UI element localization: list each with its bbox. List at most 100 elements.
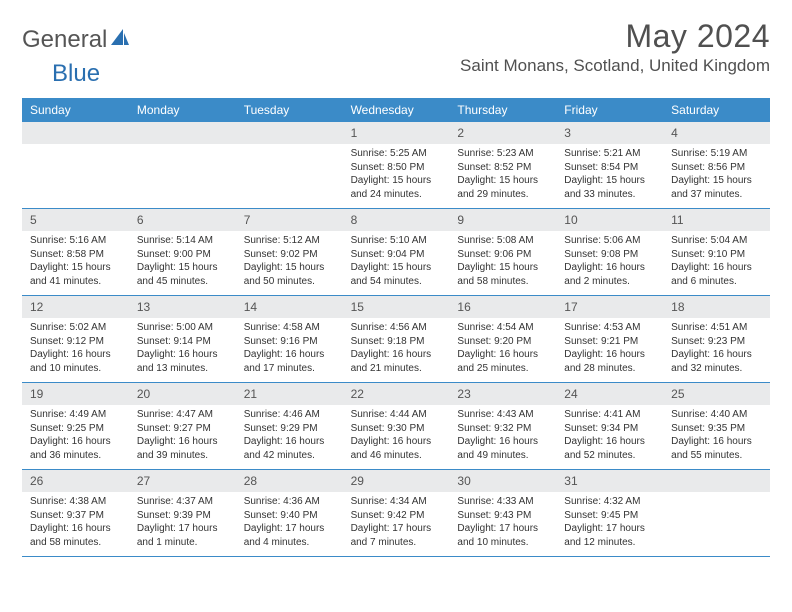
- cell-body: Sunrise: 4:46 AMSunset: 9:29 PMDaylight:…: [236, 405, 343, 466]
- day-number-bar: 28: [236, 470, 343, 492]
- calendar-cell: 10Sunrise: 5:06 AMSunset: 9:08 PMDayligh…: [556, 209, 663, 295]
- day-number: 17: [564, 300, 577, 314]
- calendar-cell: 15Sunrise: 4:56 AMSunset: 9:18 PMDayligh…: [343, 296, 450, 382]
- day-number: 12: [30, 300, 43, 314]
- daylight-line: Daylight: 15 hours and 24 minutes.: [351, 174, 442, 201]
- sunset-line: Sunset: 9:35 PM: [671, 422, 762, 436]
- day-number-bar: 19: [22, 383, 129, 405]
- day-number-bar: 17: [556, 296, 663, 318]
- daylight-line: Daylight: 16 hours and 2 minutes.: [564, 261, 655, 288]
- day-number-bar: 16: [449, 296, 556, 318]
- weekday-header: Monday: [129, 98, 236, 122]
- brand-logo: General: [22, 18, 133, 54]
- sunset-line: Sunset: 9:25 PM: [30, 422, 121, 436]
- calendar-cell: 8Sunrise: 5:10 AMSunset: 9:04 PMDaylight…: [343, 209, 450, 295]
- day-number-bar: 8: [343, 209, 450, 231]
- daylight-line: Daylight: 17 hours and 12 minutes.: [564, 522, 655, 549]
- day-number-bar: 6: [129, 209, 236, 231]
- calendar-page: General May 2024 Saint Monans, Scotland,…: [0, 0, 792, 567]
- sunset-line: Sunset: 9:10 PM: [671, 248, 762, 262]
- day-number-bar: 23: [449, 383, 556, 405]
- sunrise-line: Sunrise: 4:38 AM: [30, 495, 121, 509]
- daylight-line: Daylight: 15 hours and 33 minutes.: [564, 174, 655, 201]
- calendar-cell: 27Sunrise: 4:37 AMSunset: 9:39 PMDayligh…: [129, 470, 236, 556]
- day-number: 13: [137, 300, 150, 314]
- cell-body: Sunrise: 4:37 AMSunset: 9:39 PMDaylight:…: [129, 492, 236, 553]
- sunrise-line: Sunrise: 5:19 AM: [671, 147, 762, 161]
- cell-body: Sunrise: 5:21 AMSunset: 8:54 PMDaylight:…: [556, 144, 663, 205]
- calendar-cell: 18Sunrise: 4:51 AMSunset: 9:23 PMDayligh…: [663, 296, 770, 382]
- daylight-line: Daylight: 15 hours and 41 minutes.: [30, 261, 121, 288]
- sunset-line: Sunset: 9:23 PM: [671, 335, 762, 349]
- cell-body: Sunrise: 5:14 AMSunset: 9:00 PMDaylight:…: [129, 231, 236, 292]
- day-number-bar: 27: [129, 470, 236, 492]
- sunrise-line: Sunrise: 5:16 AM: [30, 234, 121, 248]
- sunrise-line: Sunrise: 5:23 AM: [457, 147, 548, 161]
- daylight-line: Daylight: 16 hours and 52 minutes.: [564, 435, 655, 462]
- sunrise-line: Sunrise: 4:53 AM: [564, 321, 655, 335]
- sunset-line: Sunset: 9:37 PM: [30, 509, 121, 523]
- daylight-line: Daylight: 16 hours and 46 minutes.: [351, 435, 442, 462]
- calendar-cell: 14Sunrise: 4:58 AMSunset: 9:16 PMDayligh…: [236, 296, 343, 382]
- daylight-line: Daylight: 16 hours and 42 minutes.: [244, 435, 335, 462]
- location-subtitle: Saint Monans, Scotland, United Kingdom: [460, 56, 770, 76]
- cell-body: [129, 144, 236, 165]
- sunrise-line: Sunrise: 5:00 AM: [137, 321, 228, 335]
- day-number: 29: [351, 474, 364, 488]
- cell-body: Sunrise: 4:34 AMSunset: 9:42 PMDaylight:…: [343, 492, 450, 553]
- day-number: 3: [564, 126, 571, 140]
- cell-body: Sunrise: 4:44 AMSunset: 9:30 PMDaylight:…: [343, 405, 450, 466]
- calendar-cell: 7Sunrise: 5:12 AMSunset: 9:02 PMDaylight…: [236, 209, 343, 295]
- sunset-line: Sunset: 8:56 PM: [671, 161, 762, 175]
- day-number-bar: 4: [663, 122, 770, 144]
- sunset-line: Sunset: 9:32 PM: [457, 422, 548, 436]
- day-number: [137, 126, 140, 140]
- day-number-bar: 9: [449, 209, 556, 231]
- daylight-line: Daylight: 16 hours and 21 minutes.: [351, 348, 442, 375]
- cell-body: Sunrise: 4:53 AMSunset: 9:21 PMDaylight:…: [556, 318, 663, 379]
- day-number: 22: [351, 387, 364, 401]
- sunrise-line: Sunrise: 4:34 AM: [351, 495, 442, 509]
- day-number-bar: [129, 122, 236, 144]
- weekday-header: Saturday: [663, 98, 770, 122]
- day-number-bar: 12: [22, 296, 129, 318]
- sunrise-line: Sunrise: 4:32 AM: [564, 495, 655, 509]
- weekday-header-row: SundayMondayTuesdayWednesdayThursdayFrid…: [22, 98, 770, 122]
- cell-body: Sunrise: 5:02 AMSunset: 9:12 PMDaylight:…: [22, 318, 129, 379]
- day-number: 30: [457, 474, 470, 488]
- sunrise-line: Sunrise: 5:12 AM: [244, 234, 335, 248]
- cell-body: Sunrise: 4:49 AMSunset: 9:25 PMDaylight:…: [22, 405, 129, 466]
- sunrise-line: Sunrise: 4:49 AM: [30, 408, 121, 422]
- sunset-line: Sunset: 9:34 PM: [564, 422, 655, 436]
- sunrise-line: Sunrise: 4:36 AM: [244, 495, 335, 509]
- sunrise-line: Sunrise: 4:51 AM: [671, 321, 762, 335]
- cell-body: [22, 144, 129, 165]
- day-number-bar: 25: [663, 383, 770, 405]
- cell-body: Sunrise: 4:54 AMSunset: 9:20 PMDaylight:…: [449, 318, 556, 379]
- weekday-header: Friday: [556, 98, 663, 122]
- day-number-bar: [236, 122, 343, 144]
- daylight-line: Daylight: 17 hours and 7 minutes.: [351, 522, 442, 549]
- day-number: 21: [244, 387, 257, 401]
- cell-body: Sunrise: 5:06 AMSunset: 9:08 PMDaylight:…: [556, 231, 663, 292]
- sunrise-line: Sunrise: 5:04 AM: [671, 234, 762, 248]
- brand-part1: General: [22, 26, 107, 54]
- sunset-line: Sunset: 9:45 PM: [564, 509, 655, 523]
- cell-body: Sunrise: 4:58 AMSunset: 9:16 PMDaylight:…: [236, 318, 343, 379]
- daylight-line: Daylight: 16 hours and 32 minutes.: [671, 348, 762, 375]
- day-number: 20: [137, 387, 150, 401]
- day-number: 31: [564, 474, 577, 488]
- daylight-line: Daylight: 16 hours and 36 minutes.: [30, 435, 121, 462]
- day-number-bar: 26: [22, 470, 129, 492]
- day-number-bar: 29: [343, 470, 450, 492]
- sunrise-line: Sunrise: 4:37 AM: [137, 495, 228, 509]
- calendar-cell: 26Sunrise: 4:38 AMSunset: 9:37 PMDayligh…: [22, 470, 129, 556]
- sunset-line: Sunset: 9:30 PM: [351, 422, 442, 436]
- calendar-cell: 19Sunrise: 4:49 AMSunset: 9:25 PMDayligh…: [22, 383, 129, 469]
- daylight-line: Daylight: 16 hours and 49 minutes.: [457, 435, 548, 462]
- day-number-bar: 14: [236, 296, 343, 318]
- calendar-grid: SundayMondayTuesdayWednesdayThursdayFrid…: [22, 98, 770, 557]
- calendar-cell: 6Sunrise: 5:14 AMSunset: 9:00 PMDaylight…: [129, 209, 236, 295]
- sunset-line: Sunset: 9:06 PM: [457, 248, 548, 262]
- day-number-bar: 22: [343, 383, 450, 405]
